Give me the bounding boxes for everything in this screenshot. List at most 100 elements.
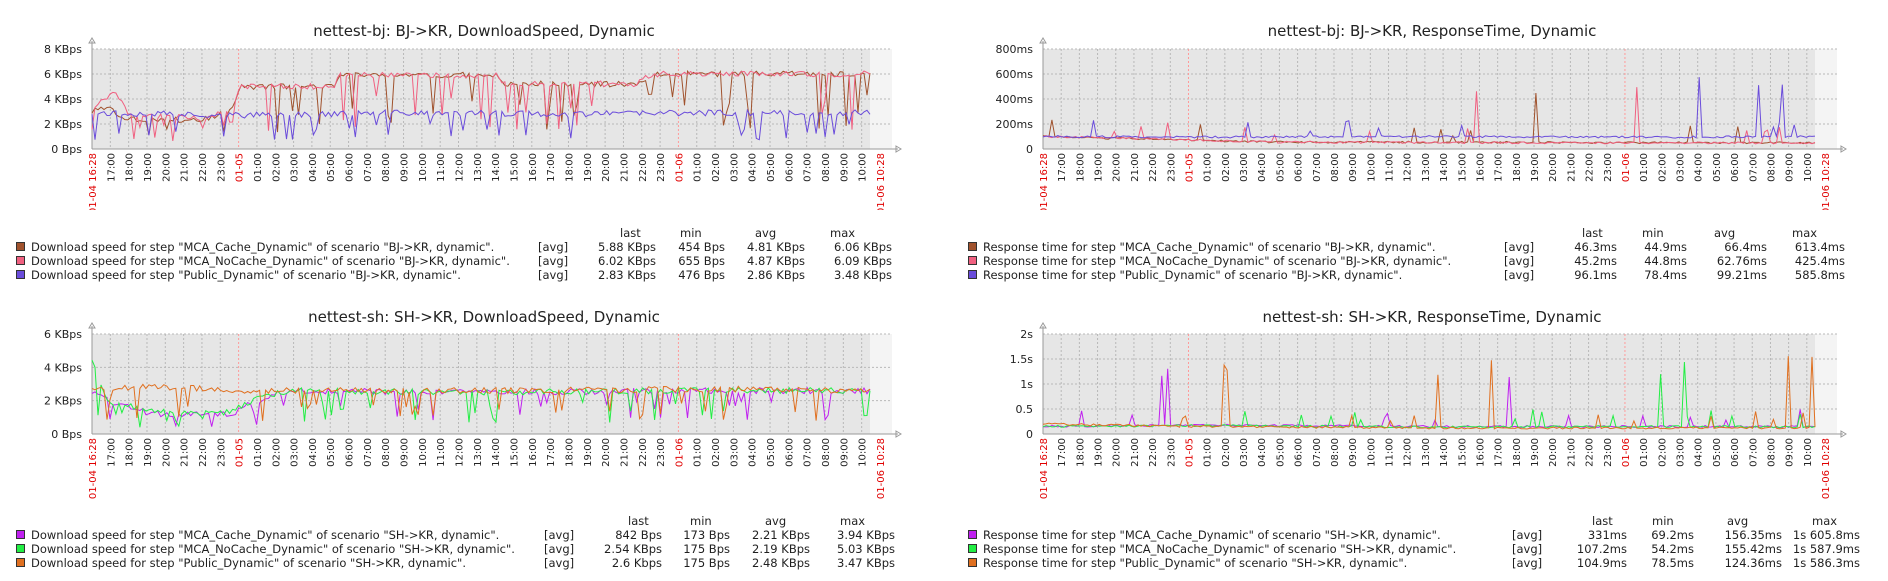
x-tick-label: 05:00 <box>326 438 337 467</box>
legend-last-value: 46.3ms <box>1574 240 1617 254</box>
legend-last-value: 2.83 KBps <box>598 268 656 282</box>
x-tick-label: 22:00 <box>1585 153 1596 182</box>
x-tick-label: 11:00 <box>436 438 447 467</box>
x-tick-label: 03:00 <box>1676 153 1687 182</box>
x-tick-label: 14:00 <box>1439 438 1450 467</box>
series-line <box>1042 77 1816 139</box>
legend-agg: [avg] <box>1512 556 1543 570</box>
x-tick-label: 02:00 <box>271 438 282 467</box>
x-tick-label: 11:00 <box>1385 438 1396 467</box>
x-tick-label: 01-06 <box>1621 438 1632 467</box>
x-tick-label: 13:00 <box>1421 153 1432 182</box>
legend-avg-value: 62.76ms <box>1716 254 1767 268</box>
x-tick-label: 06:00 <box>784 438 795 467</box>
legend-last-value: 6.02 KBps <box>598 254 656 268</box>
legend-last-value: 107.2ms <box>1576 542 1627 556</box>
legend-max-value: 1s 605.8ms <box>1792 528 1860 542</box>
legend-min-value: 44.8ms <box>1644 254 1687 268</box>
legend-header-avg: avg <box>755 226 777 240</box>
x-tick-label: 19:00 <box>143 153 154 182</box>
x-tick-label: 07:00 <box>363 438 374 467</box>
y-tick-label: 1.5s <box>1010 353 1033 366</box>
x-tick-label: 07:00 <box>1312 153 1323 182</box>
legend-avg-value: 2.19 KBps <box>752 542 810 556</box>
x-tick-label: 23:00 <box>1603 438 1614 467</box>
legend-agg: [avg] <box>538 268 569 282</box>
series-line <box>91 70 871 141</box>
x-tick-label: 01:00 <box>693 153 704 182</box>
legend-avg-value: 66.4ms <box>1724 240 1767 254</box>
chart-title: nettest-sh: SH->KR, ResponseTime, Dynami… <box>1263 308 1602 326</box>
x-tick-label: 22:00 <box>198 153 209 182</box>
legend-header-min: min <box>690 514 712 528</box>
legend-max-value: 613.4ms <box>1794 240 1845 254</box>
legend-label: Download speed for step "Public_Dynamic"… <box>31 556 467 570</box>
x-tick-label: 05:00 <box>326 153 337 182</box>
x-tick-label: 16:00 <box>1475 153 1486 182</box>
x-tick-label: 07:00 <box>1748 153 1759 182</box>
x-tick-label: 19:00 <box>1530 438 1541 467</box>
plot-area <box>92 334 870 434</box>
x-tick-label: 05:00 <box>1275 153 1286 182</box>
x-tick-label: 23:00 <box>1603 153 1614 182</box>
legend-agg: [avg] <box>538 254 569 268</box>
y-tick-label: 600ms <box>996 68 1034 81</box>
legend-max-value: 5.03 KBps <box>837 542 895 556</box>
chart-panel-bj-response: nettest-bj: BJ->KR, ResponseTime, Dynami… <box>944 0 1888 290</box>
x-tick-label: 20:00 <box>161 438 172 467</box>
legend-max-value: 3.94 KBps <box>837 528 895 542</box>
x-tick-label: 06:00 <box>1730 438 1741 467</box>
x-tick-label: 21:00 <box>180 153 191 182</box>
y-tick-label: 800ms <box>996 43 1034 56</box>
legend-agg: [avg] <box>544 556 575 570</box>
x-tick-label: 19:00 <box>1094 438 1105 467</box>
legend-last-value: 842 Bps <box>615 528 662 542</box>
legend-max-value: 3.48 KBps <box>834 268 892 282</box>
x-tick-label: 21:00 <box>1566 153 1577 182</box>
x-tick-label: 01-04 16:28 <box>88 438 99 499</box>
x-tick-label: 09:00 <box>1348 153 1359 182</box>
x-tick-label: 12:00 <box>1403 153 1414 182</box>
legend-min-value: 454 Bps <box>678 240 725 254</box>
x-tick-label: 20:00 <box>601 153 612 182</box>
x-tick-label: 04:00 <box>308 153 319 182</box>
chart-title: nettest-sh: SH->KR, DownloadSpeed, Dynam… <box>308 308 660 326</box>
x-tick-label: 06:00 <box>784 153 795 182</box>
legend-agg: [avg] <box>1512 528 1543 542</box>
x-tick-label: 12:00 <box>455 438 466 467</box>
plot-area-future <box>1815 334 1837 434</box>
plot-area-future <box>1815 49 1837 149</box>
y-tick-label: 400ms <box>996 93 1034 106</box>
series-line <box>91 108 871 141</box>
legend-header-avg: avg <box>1727 514 1749 528</box>
x-tick-label: 23:00 <box>1166 153 1177 182</box>
x-tick-label: 10:00 <box>1803 153 1814 182</box>
y-tick-label: 0.5 <box>1016 403 1034 416</box>
legend-agg: [avg] <box>1504 268 1535 282</box>
legend-header-avg: avg <box>1714 226 1736 240</box>
x-tick-label: 05:00 <box>1712 153 1723 182</box>
series-line <box>1042 87 1816 145</box>
legend-max-value: 425.4ms <box>1794 254 1845 268</box>
x-tick-label: 23:00 <box>656 153 667 182</box>
legend-max-value: 585.8ms <box>1794 268 1845 282</box>
x-tick-label: 07:00 <box>803 153 814 182</box>
y-tick-label: 200ms <box>996 118 1034 131</box>
x-tick-label: 01-06 <box>674 438 685 467</box>
x-tick-label: 02:00 <box>1657 153 1668 182</box>
x-tick-label: 21:00 <box>1566 438 1577 467</box>
plot-area-future <box>870 334 892 434</box>
legend-max-value: 3.47 KBps <box>837 556 895 570</box>
legend-avg-value: 155.42ms <box>1724 542 1782 556</box>
x-tick-label: 13:00 <box>1421 438 1432 467</box>
legend-avg-value: 4.81 KBps <box>747 240 805 254</box>
x-tick-label: 01:00 <box>693 438 704 467</box>
y-axis-arrow <box>1039 37 1047 44</box>
x-tick-label: 22:00 <box>198 438 209 467</box>
x-axis-arrow <box>1840 430 1847 438</box>
x-tick-label: 08:00 <box>821 153 832 182</box>
series-line <box>1042 356 1816 430</box>
legend-label: Response time for step "Public_Dynamic" … <box>983 268 1403 282</box>
legend-min-value: 655 Bps <box>678 254 725 268</box>
chart-bj-download: nettest-bj: BJ->KR, DownloadSpeed, Dynam… <box>44 22 902 210</box>
